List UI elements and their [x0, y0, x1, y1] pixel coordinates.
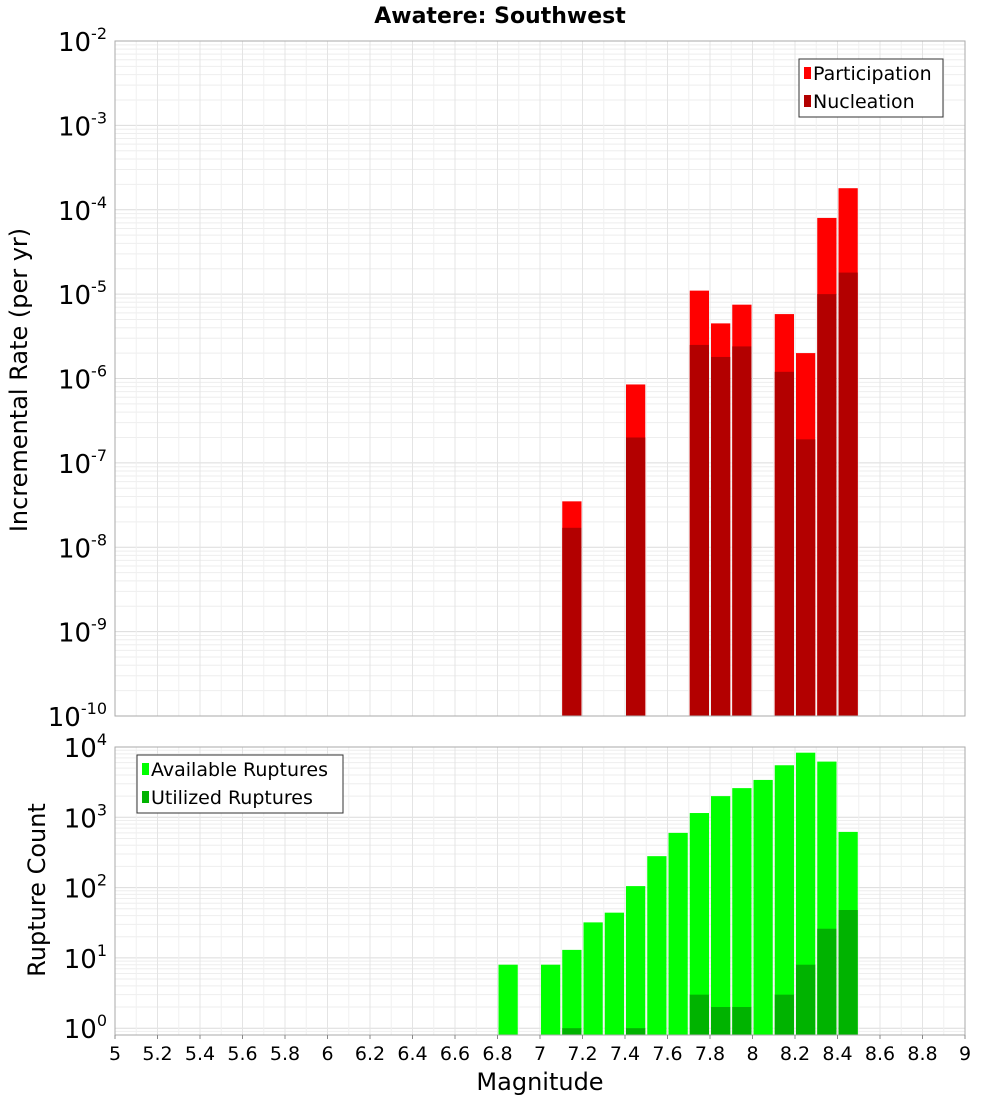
- x-tick-label: 8: [746, 1043, 758, 1065]
- legend-label: Nucleation: [813, 91, 915, 113]
- bar-primary: [626, 886, 646, 1035]
- plot-frame: [114, 40, 966, 717]
- y-tick-label: 10-9: [58, 615, 107, 649]
- bar-secondary: [562, 527, 582, 716]
- legend-swatch: [804, 67, 811, 79]
- bar-secondary: [626, 437, 646, 716]
- x-tick-label: 7.4: [610, 1043, 640, 1065]
- bar-secondary: [562, 1028, 582, 1035]
- y-tick-label: 10-4: [58, 193, 107, 227]
- chart-title: Awatere: Southwest: [374, 4, 626, 29]
- x-tick-label: 9: [959, 1043, 971, 1065]
- y-tick-label: 104: [64, 730, 107, 764]
- x-tick-label: 5.8: [270, 1043, 300, 1065]
- y-tick-label: 101: [64, 941, 107, 975]
- bar-secondary: [774, 371, 794, 716]
- y-tick-label: 10-3: [58, 108, 107, 142]
- y-tick-label: 102: [64, 871, 107, 905]
- y-tick-label: 10-10: [48, 699, 107, 733]
- x-axis-label: Magnitude: [476, 1068, 603, 1096]
- x-tick-label: 5.2: [142, 1043, 172, 1065]
- x-tick-label: 6.4: [397, 1043, 427, 1065]
- legend-swatch: [804, 95, 811, 107]
- x-tick-label: 7.8: [695, 1043, 725, 1065]
- y-tick-label: 10-6: [58, 362, 107, 396]
- bar-primary: [711, 796, 731, 1035]
- bar-primary: [753, 779, 773, 1035]
- legend-label: Utilized Ruptures: [151, 787, 313, 809]
- bar-secondary: [689, 344, 709, 716]
- bar-primary: [604, 912, 624, 1035]
- bar-secondary: [817, 928, 837, 1035]
- y-tick-label: 10-5: [58, 277, 107, 311]
- bottom-panel: 100 101 102 103 104 5 5.2 5.4 5.6 5.8 6 6.2 6.4 6.6 6.…: [64, 730, 971, 1065]
- bar-primary: [541, 964, 561, 1035]
- x-tick-label: 5: [109, 1043, 121, 1065]
- legend-label: Participation: [813, 63, 932, 85]
- legend-swatch: [142, 791, 149, 803]
- top-y-axis-label: Incremental Rate (per yr): [5, 228, 33, 532]
- y-tick-label: 10-8: [58, 530, 107, 564]
- legend-box: [136, 754, 344, 814]
- legend-label: Available Ruptures: [151, 759, 328, 781]
- bar-primary: [498, 964, 518, 1035]
- bar-secondary: [838, 272, 858, 716]
- y-tick-label: 100: [64, 1011, 107, 1045]
- y-tick-label: 10-2: [58, 24, 107, 58]
- bar-primary: [583, 922, 603, 1035]
- bar-primary: [562, 949, 582, 1035]
- x-tick-label: 8.6: [865, 1043, 895, 1065]
- bar-primary: [668, 832, 688, 1035]
- x-tick-label: 8.8: [907, 1043, 937, 1065]
- bar-secondary: [817, 294, 837, 716]
- bar-secondary: [796, 964, 816, 1035]
- y-tick-label: 10-7: [58, 446, 107, 480]
- bar-primary: [732, 788, 752, 1035]
- x-tick-label: 7: [534, 1043, 546, 1065]
- bar-secondary: [732, 1007, 752, 1035]
- bar-secondary: [838, 910, 858, 1035]
- bottom-y-axis-label: Rupture Count: [23, 803, 51, 977]
- x-tick-label: 6.2: [355, 1043, 385, 1065]
- bar-primary: [647, 856, 667, 1035]
- x-tick-label: 8.2: [780, 1043, 810, 1065]
- bar-secondary: [711, 1007, 731, 1035]
- y-tick-label: 103: [64, 800, 107, 834]
- bar-secondary: [626, 1028, 646, 1035]
- x-tick-label: 7.6: [652, 1043, 682, 1065]
- bar-primary: [796, 752, 816, 1035]
- x-tick-label: 5.4: [185, 1043, 215, 1065]
- top-panel: 10-10 10-9 10-8 10-7 10-6 10-5 10-4 10-3 10-2 Par…: [48, 24, 966, 733]
- legend-box: [798, 58, 944, 118]
- legend-swatch: [142, 763, 149, 775]
- bar-secondary: [689, 994, 709, 1035]
- bar-secondary: [711, 356, 731, 716]
- bar-primary: [689, 813, 709, 1035]
- bar-secondary: [732, 346, 752, 716]
- x-tick-label: 7.2: [567, 1043, 597, 1065]
- x-tick-label: 5.6: [227, 1043, 257, 1065]
- bar-primary: [774, 765, 794, 1035]
- x-tick-label: 6.8: [482, 1043, 512, 1065]
- x-tick-label: 6: [321, 1043, 333, 1065]
- bar-secondary: [796, 439, 816, 716]
- bar-secondary: [774, 994, 794, 1035]
- x-tick-label: 8.4: [822, 1043, 852, 1065]
- x-tick-label: 6.6: [440, 1043, 470, 1065]
